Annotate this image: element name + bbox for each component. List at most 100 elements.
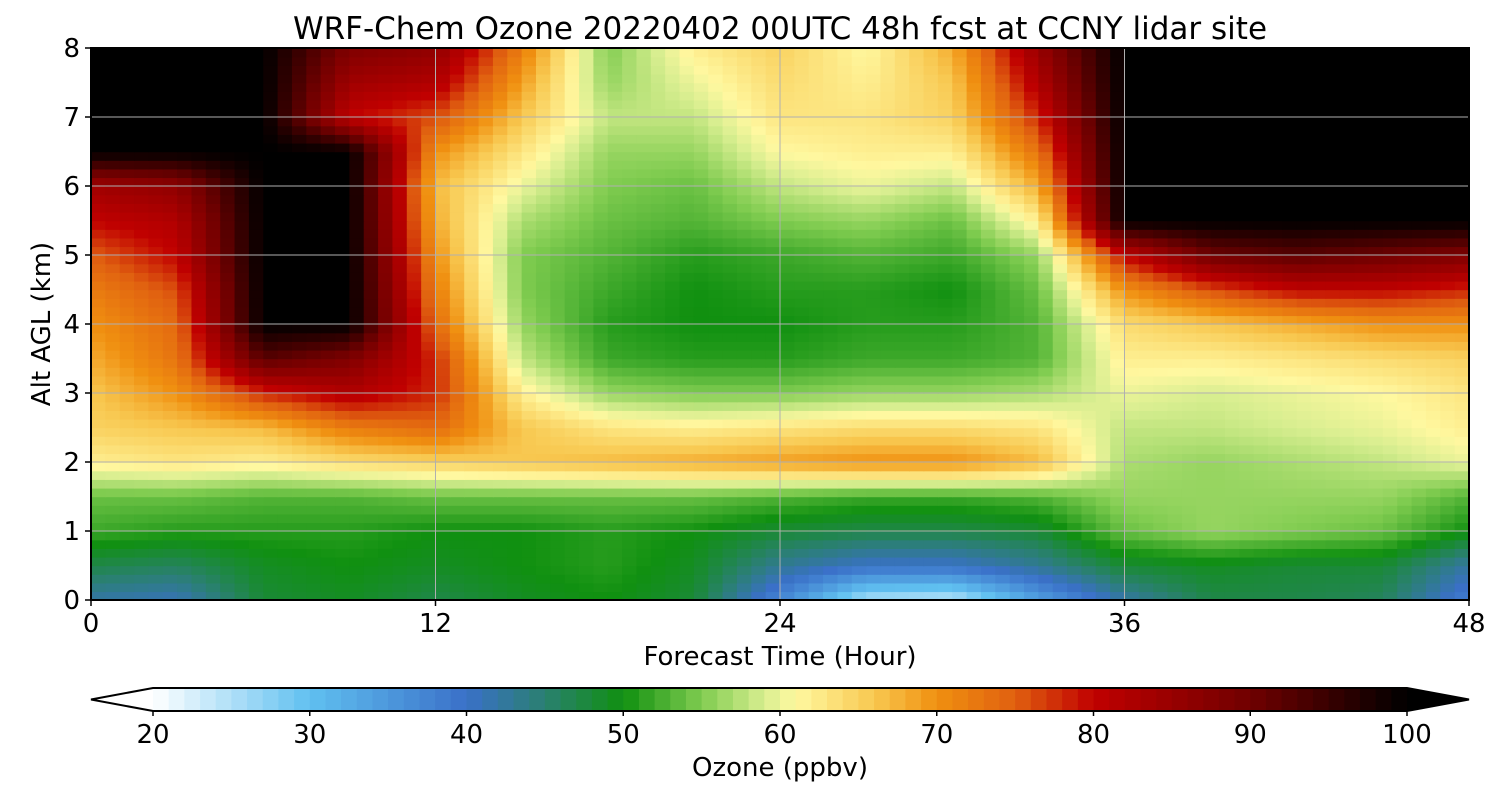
heatmap-cell	[851, 358, 867, 368]
heatmap-cell	[1067, 186, 1083, 196]
heatmap-cell	[923, 306, 939, 317]
heatmap-cell	[349, 384, 365, 394]
heatmap-cell	[1354, 255, 1370, 265]
heatmap-cell	[521, 436, 537, 446]
heatmap-cell	[492, 160, 508, 170]
heatmap-cell	[866, 384, 882, 394]
heatmap-cell	[1354, 263, 1370, 273]
heatmap-cell	[535, 315, 552, 325]
heatmap-cell	[1224, 349, 1241, 360]
heatmap-cell	[1052, 513, 1068, 524]
heatmap-cell	[808, 367, 824, 377]
heatmap-cell	[1325, 531, 1341, 541]
heatmap-cell	[291, 393, 308, 403]
heatmap-cell	[794, 591, 810, 600]
heatmap-cell	[1268, 367, 1284, 377]
heatmap-cell	[1239, 203, 1255, 213]
heatmap-cell	[1425, 539, 1441, 549]
heatmap-cell	[1038, 436, 1054, 446]
heatmap-cell	[335, 194, 351, 204]
heatmap-cell	[378, 479, 394, 489]
heatmap-cell	[622, 522, 638, 532]
heatmap-cell	[650, 306, 666, 317]
heatmap-cell	[837, 582, 853, 593]
heatmap-cell	[507, 393, 523, 403]
heatmap-cell	[823, 237, 839, 248]
heatmap-cell	[1425, 565, 1441, 575]
heatmap-cell	[1368, 306, 1384, 317]
heatmap-cell	[1153, 487, 1169, 498]
heatmap-cell	[464, 505, 480, 515]
heatmap-cell	[593, 151, 609, 161]
heatmap-cell	[162, 186, 178, 196]
heatmap-cell	[622, 548, 638, 558]
heatmap-cell	[894, 280, 910, 291]
heatmap-cell	[1325, 539, 1341, 549]
heatmap-cell	[636, 255, 652, 265]
heatmap-cell	[335, 539, 351, 549]
heatmap-cell	[306, 470, 322, 480]
heatmap-cell	[363, 453, 379, 463]
heatmap-cell	[837, 289, 853, 299]
heatmap-cell	[952, 505, 968, 515]
heatmap-cell	[1153, 367, 1169, 377]
heatmap-cell	[1138, 237, 1154, 248]
heatmap-cell	[1454, 427, 1469, 437]
heatmap-cell	[1354, 177, 1370, 187]
heatmap-cell	[923, 444, 939, 455]
heatmap-cell	[162, 229, 178, 239]
heatmap-cell	[406, 246, 422, 256]
heatmap-cell	[392, 151, 408, 161]
heatmap-cell	[492, 574, 508, 584]
heatmap-cell	[91, 513, 107, 524]
heatmap-cell	[1354, 186, 1370, 196]
heatmap-cell	[1296, 582, 1312, 593]
heatmap-cell	[751, 401, 767, 411]
heatmap-cell	[1296, 246, 1312, 256]
heatmap-cell	[220, 237, 236, 248]
heatmap-cell	[1354, 556, 1370, 567]
heatmap-cell	[952, 444, 968, 455]
heatmap-cell	[894, 565, 910, 575]
heatmap-cell	[1268, 298, 1284, 308]
heatmap-cell	[205, 246, 221, 256]
heatmap-cell	[794, 496, 810, 506]
heatmap-cell	[378, 255, 394, 265]
heatmap-cell	[1268, 479, 1284, 489]
heatmap-cell	[780, 332, 796, 342]
heatmap-cell	[780, 410, 796, 420]
heatmap-cell	[1440, 479, 1456, 489]
heatmap-cell	[1354, 401, 1370, 411]
heatmap-cell	[923, 272, 939, 282]
heatmap-cell	[722, 168, 738, 179]
heatmap-cell	[823, 410, 839, 420]
heatmap-cell	[291, 168, 308, 179]
heatmap-cell	[306, 410, 322, 420]
heatmap-cell	[722, 522, 738, 532]
heatmap-cell	[579, 436, 595, 446]
heatmap-cell	[1196, 496, 1212, 506]
heatmap-cell	[866, 203, 882, 213]
heatmap-cell	[679, 375, 695, 386]
heatmap-cell	[980, 479, 997, 489]
heatmap-cell	[679, 556, 695, 567]
heatmap-cell	[1354, 462, 1370, 472]
heatmap-cell	[363, 168, 379, 179]
heatmap-cell	[277, 393, 293, 403]
heatmap-cell	[378, 332, 394, 342]
heatmap-cell	[91, 556, 107, 567]
heatmap-cell	[105, 539, 121, 549]
heatmap-cell	[277, 255, 293, 265]
heatmap-cell	[320, 427, 336, 437]
heatmap-cell	[177, 479, 193, 489]
heatmap-cell	[162, 574, 178, 584]
heatmap-cell	[622, 280, 638, 291]
heatmap-cell	[492, 418, 508, 429]
heatmap-cell	[564, 410, 580, 420]
heatmap-cell	[291, 263, 308, 273]
heatmap-cell	[148, 444, 164, 455]
heatmap-cell	[1138, 513, 1154, 524]
heatmap-cell	[363, 298, 379, 308]
heatmap-cell	[980, 194, 997, 204]
heatmap-cell	[148, 349, 164, 360]
